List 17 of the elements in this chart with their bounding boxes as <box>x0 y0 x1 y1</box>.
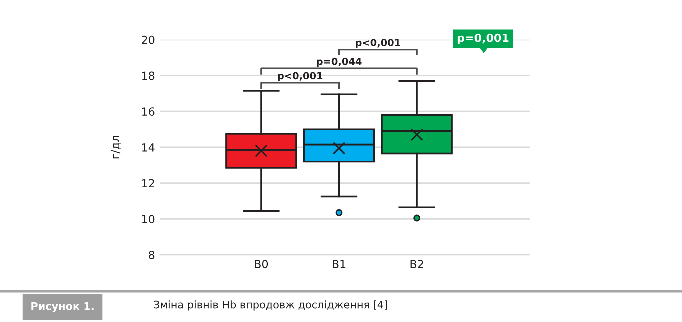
x-tick-label: B2 <box>410 260 424 268</box>
y-tick-label: 16 <box>142 108 155 116</box>
y-tick-label: 10 <box>142 215 155 224</box>
text: Рисунок 1. <box>32 302 94 312</box>
x-tick-label: B0 <box>255 260 268 268</box>
text: Зміна рівнів Hb впродовж дослідження [4] <box>154 300 388 311</box>
x-tick-label: B1 <box>333 260 346 268</box>
y-tick-label: 20 <box>142 36 155 44</box>
annotation: p=0,044 <box>317 58 362 68</box>
y-axis-title: г/дл <box>111 136 122 159</box>
y-tick-label: 18 <box>142 72 155 80</box>
annotation: p<0,001 <box>278 72 323 82</box>
annotation: p<0,001 <box>356 39 400 48</box>
y-tick-label: 12 <box>142 179 154 188</box>
y-tick-label: 14 <box>142 144 155 152</box>
y-tick-label: 8 <box>149 251 155 260</box>
text: p=0,001 <box>458 34 509 44</box>
